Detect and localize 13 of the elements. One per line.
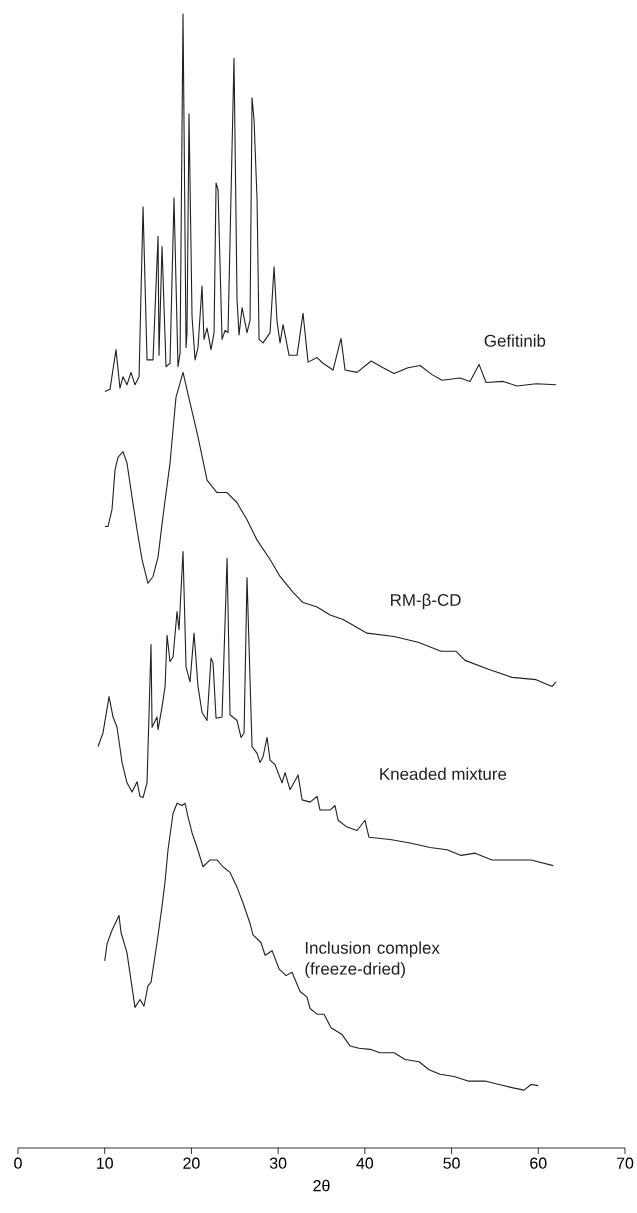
x-axis-title: 2θ bbox=[313, 1179, 330, 1192]
x-tick-label: 10 bbox=[96, 1157, 113, 1169]
x-tick-label: 50 bbox=[443, 1157, 460, 1169]
series-label: RM-β-CD bbox=[390, 593, 461, 610]
x-tick-label: 20 bbox=[183, 1157, 200, 1169]
x-tick-label: 40 bbox=[356, 1157, 374, 1169]
series-label: Gefitinib bbox=[484, 334, 546, 347]
series-label: Inclusion complex (freeze-dried) bbox=[305, 941, 440, 979]
x-tick-label: 30 bbox=[269, 1157, 287, 1169]
x-tick-label: 60 bbox=[530, 1157, 547, 1169]
text: Kneaded mixture bbox=[380, 767, 507, 780]
x-tick-label: 0 bbox=[14, 1157, 22, 1169]
x-tick-label: 70 bbox=[616, 1157, 634, 1169]
